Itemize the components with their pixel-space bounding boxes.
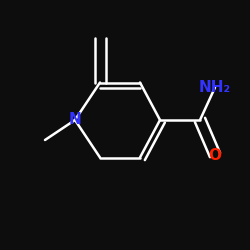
Text: N: N (68, 112, 82, 128)
Text: O: O (208, 148, 222, 162)
Text: NH₂: NH₂ (199, 80, 231, 95)
